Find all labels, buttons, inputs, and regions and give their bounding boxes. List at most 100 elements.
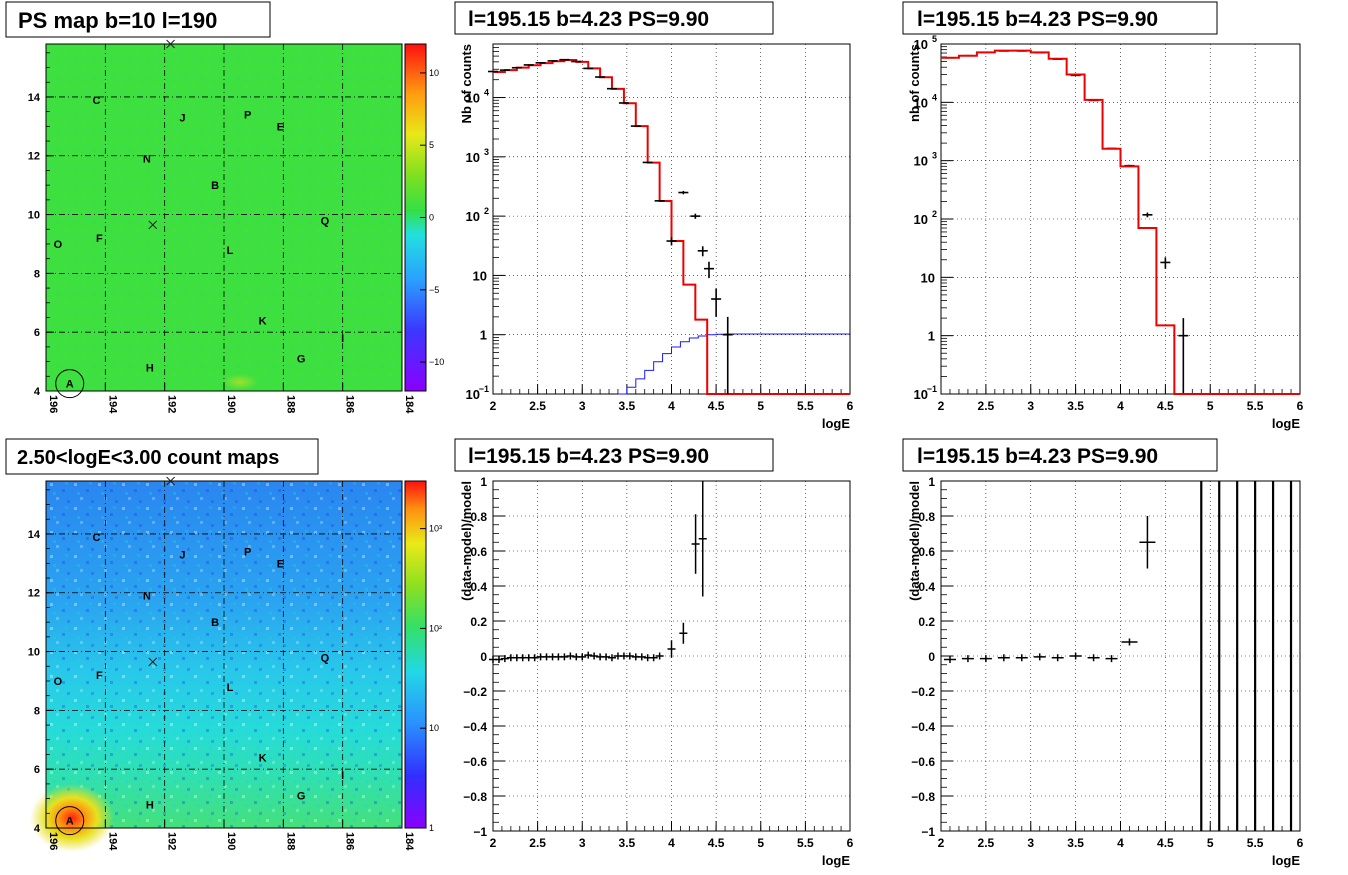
title-box-res-left: l=195.15 b=4.23 PS=9.90: [454, 438, 774, 472]
y-tick-exponent: −1: [927, 384, 937, 394]
y-tick-label: −0.6: [911, 755, 935, 769]
count-map-colorbar: [404, 480, 427, 829]
y-axis-label: nb of counts: [907, 44, 922, 122]
y-axis-label: Nb of counts: [459, 44, 474, 123]
y-tick-exponent: 2: [932, 209, 937, 219]
map-y-tick-label: 14: [28, 92, 41, 104]
y-tick-label: 10: [466, 150, 480, 165]
ps-map-y-ticks: 4 6 8 10 12 14: [28, 52, 54, 398]
source-label-K: K: [259, 752, 267, 764]
y-tick-label: 1: [480, 475, 487, 489]
source-circle-A: [55, 369, 85, 399]
y-tick-label: 10: [914, 37, 928, 52]
x-tick-label: 4.5: [1157, 836, 1174, 850]
x-tick-label: 6: [847, 399, 854, 413]
ps-map-x-ticks: 196 194 192 190 188 186 184: [45, 383, 415, 414]
x-tick-label: 5.5: [1247, 399, 1264, 413]
title-box-count-map: 2.50<logE<3.00 count maps: [5, 438, 319, 475]
source-label-B: B: [211, 180, 219, 192]
x-axis-label: logE: [822, 416, 850, 431]
source-label-K: K: [259, 315, 267, 327]
x-tick-label: 4.5: [1157, 399, 1174, 413]
x-tick-label: 4: [668, 836, 675, 850]
count-map-title: 2.50<logE<3.00 count maps: [17, 447, 279, 469]
x-tick-label: 5.5: [797, 399, 814, 413]
count-map-panel: A B C E F G H I J K L N O P Q 196 194 192 190 188 186 184 4 6…: [28, 476, 442, 852]
res-left-title: l=195.15 b=4.23 PS=9.90: [468, 445, 709, 468]
x-tick-label: 3: [579, 836, 586, 850]
map-x-tick-label: 192: [166, 395, 178, 413]
count-map-sources: A B C E F G H I J K L N O P Q: [54, 476, 344, 836]
map-x-tick-label: 190: [225, 395, 237, 413]
source-label-N: N: [143, 591, 151, 603]
source-label-F: F: [96, 670, 103, 682]
title-box-spec-right: l=195.15 b=4.23 PS=9.90: [902, 1, 1218, 35]
source-label-Q: Q: [321, 215, 330, 227]
x-tick-label: 2: [490, 399, 497, 413]
map-x-tick-label: 186: [344, 832, 356, 850]
x-tick-label: 2: [490, 836, 497, 850]
source-label-F: F: [96, 233, 103, 245]
x-tick-label: 5.5: [797, 836, 814, 850]
source-label-A: A: [66, 379, 74, 391]
y-tick-label: 10: [466, 387, 480, 402]
source-label-I: I: [341, 333, 344, 345]
ps-map-panel: A B C E F G H I J K L N O P Q 196 194 192 190 188 186 184 4 6…: [28, 39, 444, 414]
map-x-tick-label: 194: [106, 832, 118, 851]
plot-frame: [492, 43, 851, 395]
source-label-G: G: [297, 354, 306, 366]
count-map-y-ticks: 4 6 8 10 12 14: [28, 489, 54, 835]
plot-area: [941, 44, 1300, 394]
y-tick-label: 10: [466, 91, 480, 106]
source-label-P: P: [244, 547, 251, 559]
x-tick-label: 3: [1027, 399, 1034, 413]
residual-right-plot: 2 2.5 3 3.5 4 4.5 5 5.5 6 −1 −0.8 −0.6 −0.4 −0.2 0 0.2 0…: [907, 475, 1304, 868]
y-tick-label: 0.4: [918, 580, 935, 594]
y-tick-label: 0.6: [470, 545, 487, 559]
y-tick-label: 10: [466, 209, 480, 224]
title-box-res-right: l=195.15 b=4.23 PS=9.90: [902, 438, 1218, 472]
source-label-G: G: [297, 791, 306, 803]
map-y-tick-label: 4: [34, 386, 41, 398]
y-tick-label: −0.6: [463, 755, 487, 769]
y-tick-label: 0.2: [918, 615, 935, 629]
x-tick-label: 4: [668, 399, 675, 413]
source-label-L: L: [227, 245, 234, 257]
map-x-tick-label: 192: [166, 832, 178, 850]
y-axis-label: (data-model)/model: [459, 481, 474, 601]
map-x-tick-label: 186: [344, 395, 356, 413]
source-label-N: N: [143, 154, 151, 166]
colorbar-tick-label: −5: [429, 285, 439, 295]
res-right-title: l=195.15 b=4.23 PS=9.90: [917, 445, 1158, 468]
source-label-E: E: [277, 558, 284, 570]
x-tick-label: 6: [1297, 399, 1304, 413]
x-tick-label: 5: [1207, 399, 1214, 413]
source-label-P: P: [244, 110, 251, 122]
component-histogram: [617, 333, 850, 395]
map-y-tick-label: 4: [34, 823, 41, 835]
source-label-E: E: [277, 121, 284, 133]
source-label-C: C: [92, 532, 100, 544]
x-tick-label: 5.5: [1247, 836, 1264, 850]
x-tick-label: 2: [938, 836, 945, 850]
count-map-colorbar-ticks: 10³ 10² 10 1: [420, 524, 442, 833]
plot-area: [941, 481, 1300, 831]
map-x-tick-label: 184: [403, 395, 415, 414]
x-tick-label: 4: [1117, 399, 1124, 413]
x-tick-label: 5: [1207, 836, 1214, 850]
y-tick-label: 0.8: [918, 510, 935, 524]
y-tick-exponent: 3: [484, 147, 489, 157]
map-x-tick-label: 184: [403, 832, 415, 851]
y-tick-label: −0.8: [911, 790, 935, 804]
y-tick-label: 1: [928, 329, 935, 344]
ps-map-colorbar-ticks: 10 5 0 −5 −10: [420, 68, 444, 367]
y-tick-exponent: −1: [479, 384, 489, 394]
plot-frame: [940, 43, 1301, 395]
y-tick-label: 0.8: [470, 510, 487, 524]
y-tick-label: −1: [473, 825, 487, 839]
y-tick-label: 0: [480, 650, 487, 664]
x-tick-label: 5: [757, 836, 764, 850]
colorbar-tick-label: 5: [429, 140, 434, 150]
